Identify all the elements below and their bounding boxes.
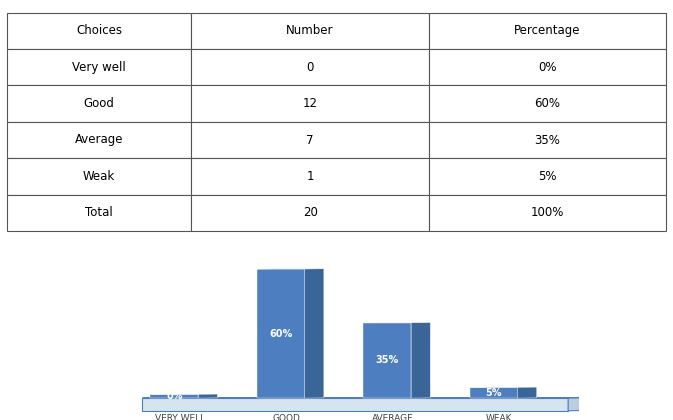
Text: 7: 7: [306, 134, 314, 147]
Text: 12: 12: [303, 97, 318, 110]
Text: WEAK: WEAK: [486, 414, 512, 420]
Text: 5%: 5%: [538, 170, 557, 183]
Text: GOOD: GOOD: [272, 414, 300, 420]
Polygon shape: [411, 323, 430, 398]
FancyBboxPatch shape: [429, 85, 666, 122]
FancyBboxPatch shape: [7, 13, 191, 49]
Text: Weak: Weak: [83, 170, 115, 183]
FancyBboxPatch shape: [191, 122, 429, 158]
Text: VERY WELL: VERY WELL: [155, 414, 205, 420]
Text: 5%: 5%: [485, 388, 502, 398]
Polygon shape: [518, 387, 537, 398]
FancyBboxPatch shape: [191, 158, 429, 194]
FancyBboxPatch shape: [191, 13, 429, 49]
Polygon shape: [143, 398, 568, 411]
Polygon shape: [470, 387, 518, 398]
Text: Choices: Choices: [76, 24, 122, 37]
FancyBboxPatch shape: [191, 49, 429, 85]
FancyBboxPatch shape: [429, 49, 666, 85]
Polygon shape: [257, 269, 305, 398]
FancyBboxPatch shape: [7, 85, 191, 122]
FancyBboxPatch shape: [7, 158, 191, 194]
FancyBboxPatch shape: [191, 194, 429, 231]
Text: 60%: 60%: [534, 97, 561, 110]
Text: Number: Number: [287, 24, 334, 37]
Text: 0%: 0%: [538, 61, 557, 74]
Text: 20: 20: [303, 206, 318, 219]
Text: 0: 0: [306, 61, 314, 74]
FancyBboxPatch shape: [429, 122, 666, 158]
FancyBboxPatch shape: [7, 122, 191, 158]
Text: 60%: 60%: [269, 328, 292, 339]
Text: 35%: 35%: [376, 355, 399, 365]
FancyBboxPatch shape: [7, 49, 191, 85]
Text: Total: Total: [85, 206, 113, 219]
FancyBboxPatch shape: [191, 85, 429, 122]
Polygon shape: [568, 398, 588, 411]
FancyBboxPatch shape: [7, 194, 191, 231]
Polygon shape: [199, 394, 217, 398]
Text: Average: Average: [75, 134, 123, 147]
Text: AVERAGE: AVERAGE: [371, 414, 413, 420]
FancyBboxPatch shape: [429, 158, 666, 194]
Polygon shape: [305, 269, 324, 398]
Text: Percentage: Percentage: [514, 24, 581, 37]
Text: 35%: 35%: [534, 134, 561, 147]
Text: 1: 1: [306, 170, 314, 183]
Polygon shape: [150, 394, 199, 398]
Text: 0%: 0%: [166, 391, 182, 401]
Text: 100%: 100%: [531, 206, 564, 219]
Text: Very well: Very well: [72, 61, 126, 74]
Polygon shape: [363, 323, 411, 398]
FancyBboxPatch shape: [429, 194, 666, 231]
FancyBboxPatch shape: [429, 13, 666, 49]
Text: Good: Good: [83, 97, 114, 110]
